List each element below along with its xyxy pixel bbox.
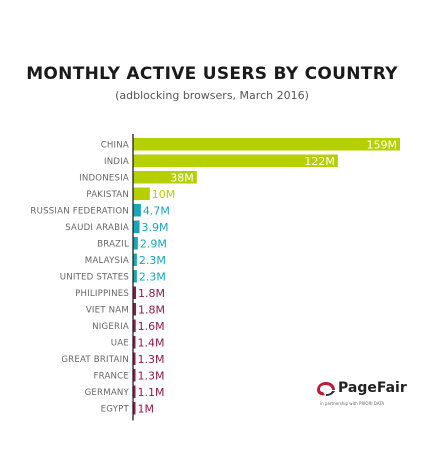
bar <box>133 286 137 299</box>
category-label: GREAT BRITAIN <box>61 355 129 365</box>
bar <box>133 253 137 266</box>
category-label: CHINA <box>101 140 129 150</box>
category-label: FRANCE <box>93 371 129 381</box>
bar <box>133 171 197 184</box>
category-label: UNITED STATES <box>60 272 129 282</box>
category-label: INDIA <box>104 157 129 167</box>
value-label: 159M <box>367 138 398 151</box>
value-label: 1.1M <box>138 386 165 399</box>
bar <box>133 187 150 200</box>
category-label: GERMANY <box>85 388 130 398</box>
bar <box>133 319 136 332</box>
logo-partner-text: in partnership with PRIORI DATA <box>320 401 385 406</box>
bar <box>133 402 136 415</box>
value-label: 1.3M <box>138 353 165 366</box>
category-label: INDONESIA <box>79 173 129 183</box>
bar <box>133 385 136 398</box>
category-label: SAUDI ARABIA <box>65 223 129 233</box>
bar <box>133 270 137 283</box>
bar <box>133 237 138 250</box>
category-label: EGYPT <box>101 404 130 414</box>
value-label: 4.7M <box>143 204 170 217</box>
pagefair-logo-icon <box>317 382 335 396</box>
category-label: VIET NAM <box>86 305 129 315</box>
value-label: 1.8M <box>138 303 165 316</box>
bar <box>133 352 136 365</box>
bar <box>133 369 136 382</box>
value-label: 3.9M <box>142 221 169 234</box>
value-label: 1.6M <box>138 320 165 333</box>
pagefair-logo: PageFair in partnership with PRIORI DATA <box>316 380 416 412</box>
category-label: PHILIPPINES <box>75 289 129 299</box>
value-label: 2.3M <box>139 270 166 283</box>
value-label: 1.3M <box>138 369 165 382</box>
category-label: NIGERIA <box>92 322 129 332</box>
chart-subtitle: (adblocking browsers, March 2016) <box>115 89 309 102</box>
chart-title: MONTHLY ACTIVE USERS BY COUNTRY <box>26 64 398 84</box>
bar <box>133 220 140 233</box>
bar <box>133 138 400 151</box>
value-label: 38M <box>170 171 194 184</box>
category-label: RUSSIAN FEDERATION <box>30 206 129 216</box>
bar <box>133 336 136 349</box>
bar <box>133 204 141 217</box>
value-label: 10M <box>152 188 176 201</box>
bar <box>133 154 338 167</box>
value-label: 1.8M <box>138 287 165 300</box>
value-label: 1.4M <box>138 336 165 349</box>
category-label: MALAYSIA <box>85 256 129 266</box>
value-label: 122M <box>304 155 335 168</box>
value-label: 2.3M <box>139 254 166 267</box>
value-label: 2.9M <box>140 237 167 250</box>
bar <box>133 303 137 316</box>
value-label: 1M <box>138 402 155 415</box>
logo-name: PageFair <box>338 380 407 396</box>
category-label: BRAZIL <box>97 239 129 249</box>
category-label: PAKISTAN <box>86 190 129 200</box>
category-label: UAE <box>111 338 129 348</box>
